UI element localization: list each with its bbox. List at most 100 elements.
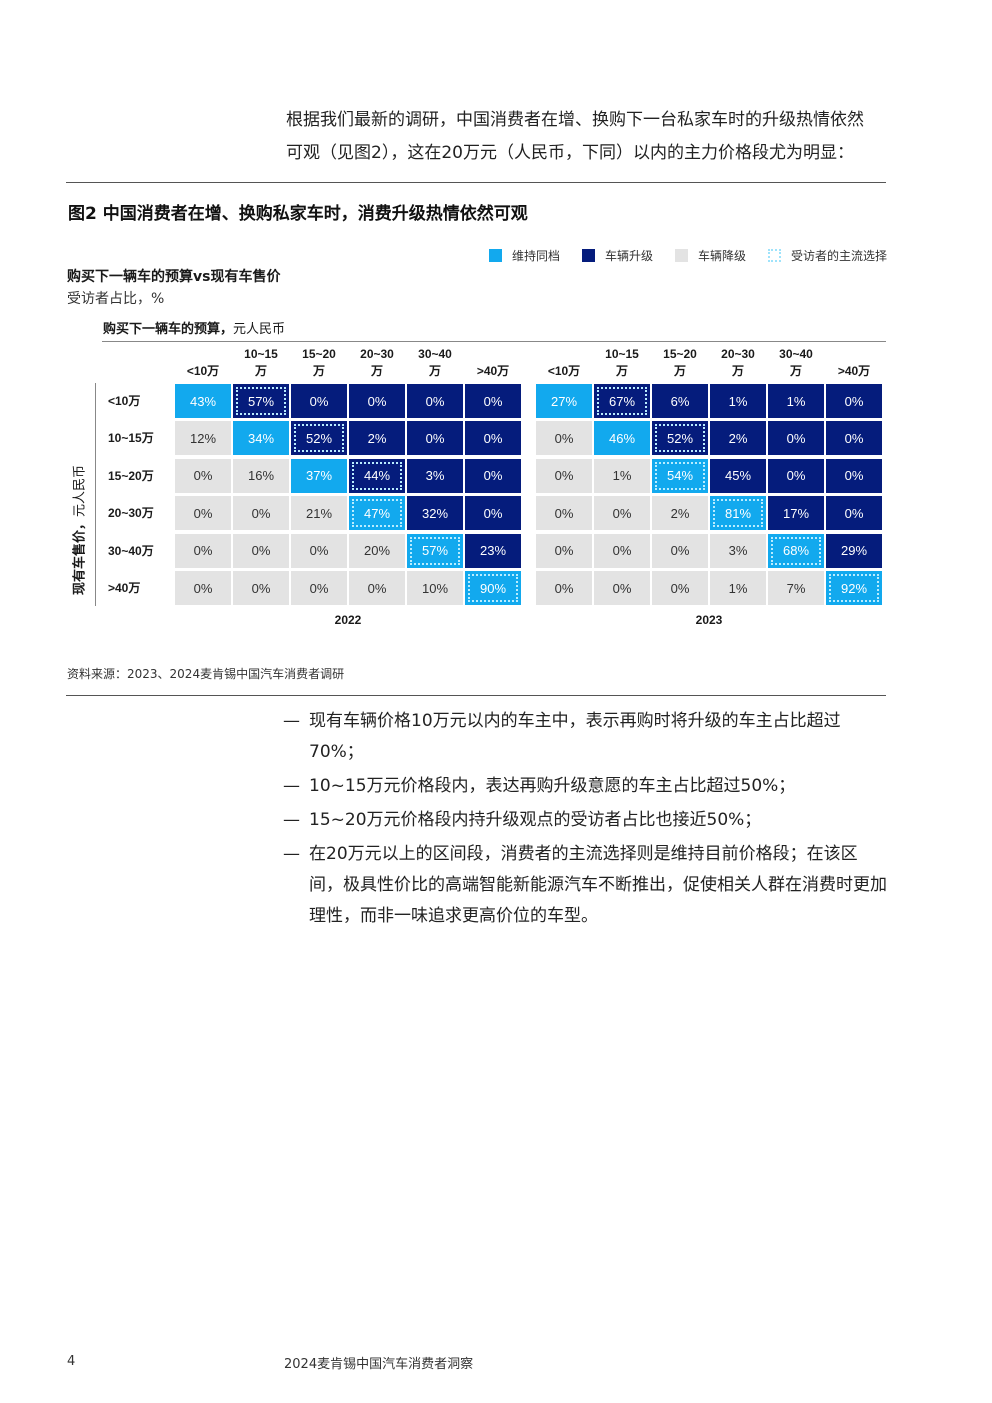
- heatmap-cell: 0%: [768, 458, 824, 493]
- column-axis-title-unit: 元人民币: [233, 322, 286, 337]
- footer-title: 2024麦肯锡中国汽车消费者洞察: [284, 1357, 474, 1372]
- bullet-text: 15~20万元价格段内持升级观点的受访者占比也接近50%；: [309, 810, 762, 830]
- heatmap-cell: 32%: [407, 496, 463, 531]
- row-axis-title-bold: 现有车售价，: [72, 517, 88, 596]
- heatmap-cell: 29%: [826, 533, 882, 568]
- cell-value: 7%: [786, 580, 806, 596]
- legend: 维持同档 车辆升级 车辆降级 受访者的主流选择: [467, 247, 887, 264]
- heatmap-cell: 0%: [175, 533, 231, 568]
- heatmap-cell: 17%: [768, 496, 824, 531]
- cell-value: 0%: [193, 505, 213, 521]
- heatmap-cell: 0%: [291, 533, 347, 568]
- cell-value: 29%: [840, 543, 868, 559]
- heatmap-cell: 0%: [407, 384, 463, 418]
- cell-value: 2%: [367, 430, 387, 446]
- cell-value: 17%: [782, 505, 810, 521]
- cell-value: 68%: [782, 543, 810, 559]
- cell-value: 67%: [608, 393, 636, 409]
- cell-value: 2%: [728, 430, 748, 446]
- column-header: 30~40万: [418, 347, 452, 378]
- cell-value: 0%: [483, 505, 503, 521]
- column-header: 30~40万: [779, 347, 813, 378]
- cell-value: 16%: [247, 468, 275, 484]
- bullet-item: — 10~15万元价格段内，表达再购升级意愿的车主占比超过50%；: [283, 771, 889, 802]
- heatmap-cell: 0%: [652, 571, 708, 605]
- heatmap-cell: 20%: [349, 533, 405, 568]
- cell-value: 12%: [189, 430, 217, 446]
- bullet-text: 现有车辆价格10万元以内的车主中，表示再购时将升级的车主占比超过70%；: [309, 711, 841, 762]
- legend-swatch: [674, 249, 688, 262]
- heatmap-cell: 0%: [536, 571, 592, 605]
- cell-value: 57%: [421, 543, 449, 559]
- heatmap-cell: 68%: [768, 533, 824, 568]
- cell-value: 90%: [479, 580, 507, 596]
- legend-label: 维持同档: [511, 249, 560, 263]
- cell-value: 0%: [554, 505, 574, 521]
- heatmap-cell: 0%: [175, 496, 231, 531]
- heatmap-cell: 43%: [175, 384, 231, 418]
- figure-title: 图2 中国消费者在增、换购私家车时，消费升级热情依然可观: [68, 204, 528, 224]
- cell-value: 34%: [247, 430, 275, 446]
- cell-value: 81%: [724, 505, 752, 521]
- column-axis-title: 购买下一辆车的预算，元人民币: [103, 318, 285, 337]
- cell-value: 21%: [305, 505, 333, 521]
- heatmap-cell: 0%: [594, 571, 650, 605]
- bullet-list: — 现有车辆价格10万元以内的车主中，表示再购时将升级的车主占比超过70%； — 10…: [283, 706, 889, 935]
- heatmap-cell: 52%: [652, 421, 708, 456]
- heatmap-cell: 47%: [349, 496, 405, 531]
- heatmap-cell: 0%: [291, 571, 347, 605]
- heatmap-cell: 2%: [710, 421, 766, 456]
- heatmap-cell: 0%: [465, 421, 521, 456]
- heatmap-cell: 1%: [710, 571, 766, 605]
- cell-value: 0%: [367, 580, 387, 596]
- legend-item: 受访者的主流选择: [767, 247, 887, 264]
- heatmap-cell: 21%: [291, 496, 347, 531]
- legend-item: 车辆升级: [581, 247, 653, 264]
- cell-value: 0%: [554, 580, 574, 596]
- cell-value: 37%: [305, 468, 333, 484]
- cell-value: 23%: [479, 543, 507, 559]
- cell-value: 32%: [421, 505, 449, 521]
- cell-value: 2%: [670, 505, 690, 521]
- cell-value: 0%: [483, 468, 503, 484]
- cell-value: 6%: [670, 393, 690, 409]
- heatmap-cell: 0%: [407, 421, 463, 456]
- heatmap-cell: 81%: [710, 496, 766, 531]
- column-header: <10万: [547, 364, 581, 378]
- bullet-text: 在20万元以上的区间段，消费者的主流选择则是维持目前价格段；在该区间，极具性价比…: [309, 844, 887, 926]
- cell-value: 0%: [612, 580, 632, 596]
- heatmap-cell: 0%: [536, 421, 592, 456]
- heatmap-cell: 0%: [594, 496, 650, 531]
- cell-value: 45%: [724, 468, 752, 484]
- cell-value: 57%: [247, 393, 275, 409]
- row-header: >40万: [108, 581, 141, 595]
- heatmap-cell: 57%: [407, 533, 463, 568]
- column-axis-title-bold: 购买下一辆车的预算，: [103, 322, 234, 337]
- cell-value: 0%: [554, 468, 574, 484]
- heatmap-cell: 34%: [233, 421, 289, 456]
- heatmap-cell: 0%: [652, 533, 708, 568]
- heatmap-cell: 1%: [594, 458, 650, 493]
- cell-value: 10%: [421, 580, 449, 596]
- heatmap-cell: 10%: [407, 571, 463, 605]
- bullet-item: — 现有车辆价格10万元以内的车主中，表示再购时将升级的车主占比超过70%；: [283, 706, 889, 768]
- row-axis-rule: [95, 383, 96, 606]
- heatmap-cell: 0%: [536, 496, 592, 531]
- chart-subtitle: 购买下一辆车的预算vs现有车售价: [67, 269, 281, 285]
- cell-value: 0%: [193, 468, 213, 484]
- heatmap-cell: 16%: [233, 458, 289, 493]
- heatmap-cell: 23%: [465, 533, 521, 568]
- heatmap-cell: 0%: [826, 421, 882, 456]
- cell-value: 0%: [309, 393, 329, 409]
- cell-value: 43%: [189, 393, 217, 409]
- column-header: 20~30万: [360, 347, 394, 378]
- heatmap-cell: 12%: [175, 421, 231, 456]
- heatmap-cell: 0%: [826, 458, 882, 493]
- source-note: 资料来源：2023、2024麦肯锡中国汽车消费者调研: [67, 667, 345, 681]
- heatmap-cell: 1%: [710, 384, 766, 418]
- heatmap-cell: 0%: [465, 496, 521, 531]
- column-header: 20~30万: [721, 347, 755, 378]
- heatmap-cell: 0%: [465, 384, 521, 418]
- bullet-text: 10~15万元价格段内，表达再购升级意愿的车主占比超过50%；: [309, 776, 796, 796]
- cell-value: 3%: [425, 468, 445, 484]
